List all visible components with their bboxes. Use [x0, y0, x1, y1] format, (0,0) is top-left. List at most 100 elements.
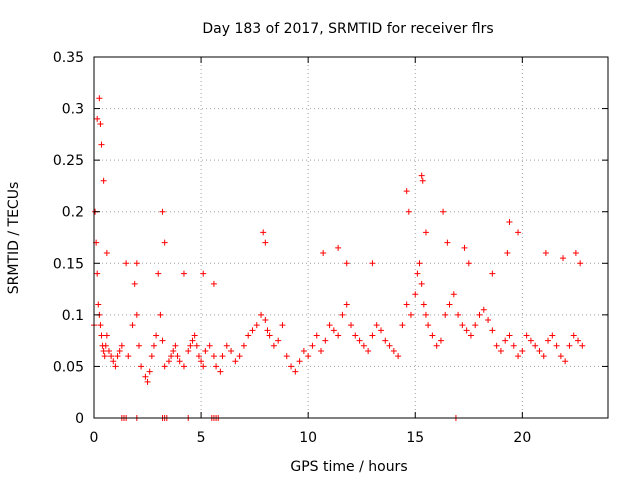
data-point — [114, 353, 121, 360]
data-point — [489, 327, 496, 334]
data-point — [403, 301, 410, 308]
data-point — [260, 229, 267, 236]
data-point — [419, 177, 426, 184]
data-point — [200, 363, 207, 370]
data-point — [202, 347, 209, 354]
data-point — [489, 270, 496, 277]
y-tick-label: 0.1 — [62, 308, 84, 324]
data-point — [180, 270, 187, 277]
data-point — [129, 322, 136, 329]
data-point — [399, 322, 406, 329]
data-point — [442, 311, 449, 318]
y-tick-label: 0.2 — [62, 205, 84, 221]
data-point — [105, 347, 112, 354]
data-point — [360, 342, 367, 349]
data-point — [515, 229, 522, 236]
data-point — [206, 342, 213, 349]
data-point — [532, 342, 539, 349]
data-point — [510, 342, 517, 349]
data-point — [444, 239, 451, 246]
data-point — [172, 342, 179, 349]
data-point — [112, 363, 119, 370]
data-point — [223, 342, 230, 349]
x-tick-label: 5 — [197, 430, 206, 446]
data-point — [506, 332, 513, 339]
data-point — [407, 311, 414, 318]
data-point — [187, 342, 194, 349]
data-point — [450, 291, 457, 298]
data-point — [94, 115, 101, 122]
data-point — [157, 311, 164, 318]
data-point — [502, 337, 509, 344]
data-point — [575, 337, 582, 344]
data-point — [515, 353, 522, 360]
data-point — [459, 322, 466, 329]
y-axis-label: SRMTID / TECUs — [6, 182, 22, 295]
data-point — [523, 332, 530, 339]
data-point — [118, 342, 125, 349]
data-point — [103, 249, 110, 256]
data-point — [245, 332, 252, 339]
x-axis-label: GPS time / hours — [290, 459, 407, 475]
data-point — [403, 188, 410, 195]
data-point — [195, 353, 202, 360]
data-point — [98, 332, 105, 339]
data-point — [437, 337, 444, 344]
data-point — [418, 172, 425, 179]
data-point — [148, 353, 155, 360]
data-point — [108, 353, 115, 360]
data-point — [562, 358, 569, 365]
data-point — [527, 337, 534, 344]
data-point — [133, 260, 140, 267]
data-point — [185, 347, 192, 354]
data-point — [352, 332, 359, 339]
data-point — [433, 342, 440, 349]
data-point — [343, 260, 350, 267]
data-point — [418, 280, 425, 287]
data-point — [467, 332, 474, 339]
data-point — [572, 249, 579, 256]
data-point — [266, 332, 273, 339]
data-point — [313, 332, 320, 339]
data-point — [463, 327, 470, 334]
data-point — [103, 332, 110, 339]
data-point — [322, 337, 329, 344]
data-point — [557, 353, 564, 360]
data-point — [292, 368, 299, 375]
data-point — [240, 342, 247, 349]
data-point — [150, 342, 157, 349]
data-point — [369, 332, 376, 339]
data-point — [146, 368, 153, 375]
data-point — [497, 347, 504, 354]
data-point — [155, 270, 162, 277]
chart-title: Day 183 of 2017, SRMTID for receiver flr… — [202, 21, 493, 37]
data-point — [200, 270, 207, 277]
data-point — [553, 342, 560, 349]
data-point — [485, 317, 492, 324]
data-point — [420, 301, 427, 308]
data-point — [219, 353, 226, 360]
data-point — [519, 347, 526, 354]
data-point — [566, 342, 573, 349]
data-point — [168, 353, 175, 360]
data-point — [330, 327, 337, 334]
y-tick-label: 0.35 — [53, 50, 84, 66]
data-point — [144, 378, 151, 385]
data-point — [217, 368, 224, 375]
data-point — [228, 347, 235, 354]
data-point — [369, 260, 376, 267]
data-point — [300, 347, 307, 354]
data-point — [95, 301, 102, 308]
data-point — [455, 311, 462, 318]
axis-ticks: 0 0.05 0.1 0.15 0.2 0.25 0.3 0.35 0 5 10 15 20 — [53, 50, 608, 446]
data-point — [440, 208, 447, 215]
data-point — [116, 347, 123, 354]
data-point — [476, 311, 483, 318]
x-tick-label: 20 — [513, 430, 531, 446]
data-point — [560, 255, 567, 262]
data-point — [131, 280, 138, 287]
data-point — [472, 322, 479, 329]
data-point — [335, 244, 342, 251]
data-point — [102, 342, 109, 349]
